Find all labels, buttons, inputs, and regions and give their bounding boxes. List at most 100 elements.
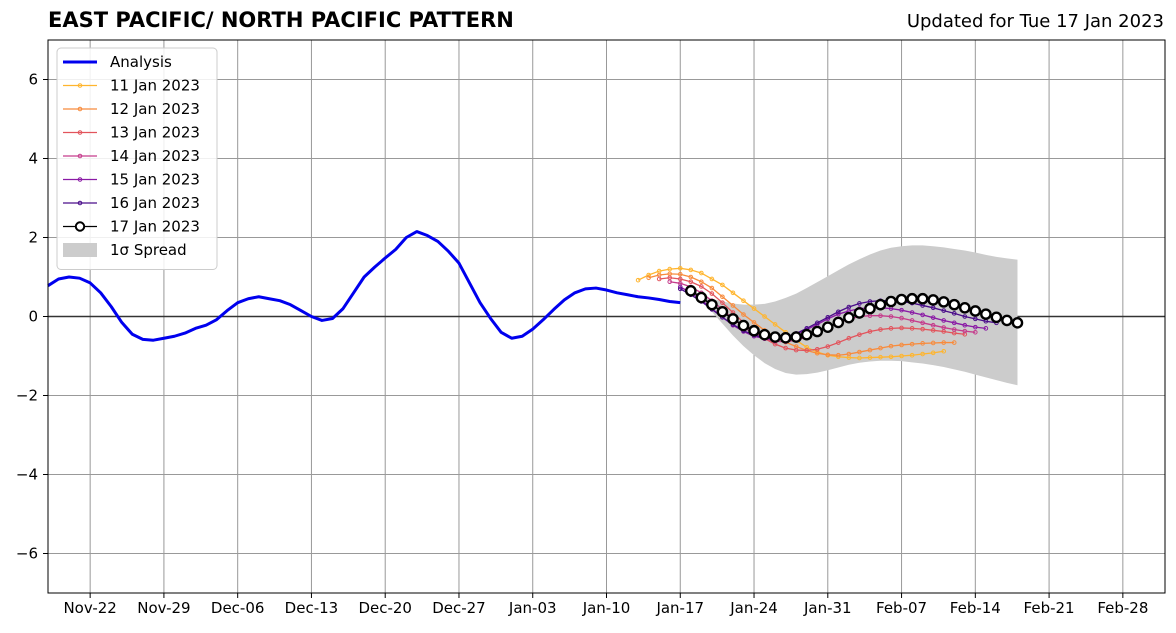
forecast-point bbox=[983, 326, 989, 331]
forecast-point bbox=[930, 340, 936, 346]
x-tick-label: Dec-06 bbox=[211, 599, 265, 617]
legend-label: 16 Jan 2023 bbox=[110, 194, 200, 212]
forecast-point bbox=[941, 318, 947, 323]
legend-label: 17 Jan 2023 bbox=[110, 218, 200, 236]
legend-marker bbox=[77, 130, 83, 135]
legend-marker bbox=[77, 200, 83, 206]
forecast-point bbox=[727, 313, 739, 325]
forecast-point bbox=[836, 309, 841, 315]
legend-label: 1σ Spread bbox=[110, 241, 187, 259]
forecast-point bbox=[783, 345, 788, 351]
forecast-point bbox=[969, 305, 982, 317]
legend-label: 11 Jan 2023 bbox=[110, 77, 200, 95]
forecast-point bbox=[857, 301, 862, 306]
forecast-point bbox=[962, 314, 968, 319]
legend: Analysis 11 Jan 2023 12 Jan 2023 13 Jan 202… bbox=[56, 47, 218, 270]
x-tick-label: Dec-20 bbox=[358, 599, 412, 617]
forecast-point bbox=[737, 319, 750, 332]
forecast-point bbox=[800, 328, 813, 341]
forecast-point bbox=[941, 308, 947, 313]
axis-layer: Nov-22 Nov-29 Dec-06 Dec-13 Dec-20 Dec-27 Jan-… bbox=[16, 71, 1149, 618]
forecast-point bbox=[909, 341, 915, 347]
forecast-point bbox=[937, 296, 950, 308]
legend-marker bbox=[77, 83, 83, 88]
forecast-point bbox=[751, 320, 757, 325]
forecast-point bbox=[667, 266, 673, 272]
forecast-point bbox=[699, 279, 704, 285]
forecast-point bbox=[962, 322, 968, 328]
x-tick-label: Dec-13 bbox=[285, 599, 339, 617]
forecast-point bbox=[832, 316, 845, 329]
forecast-point bbox=[741, 312, 746, 317]
forecast-point bbox=[677, 271, 683, 277]
forecast-point bbox=[825, 314, 831, 320]
forecast-point bbox=[677, 286, 683, 292]
forecast-point bbox=[688, 274, 694, 280]
x-tick-label: Jan-24 bbox=[729, 599, 778, 617]
forecast-point bbox=[720, 300, 725, 305]
forecast-point bbox=[899, 307, 904, 313]
forecast-point bbox=[899, 315, 904, 321]
forecast-point bbox=[769, 331, 781, 343]
forecast-point bbox=[973, 324, 978, 330]
forecast-point bbox=[951, 311, 957, 316]
forecast-point bbox=[857, 332, 862, 337]
forecast-point bbox=[685, 285, 697, 297]
legend-label: 12 Jan 2023 bbox=[110, 100, 200, 118]
x-tick-label: Nov-22 bbox=[63, 599, 116, 617]
legend-marker bbox=[77, 153, 83, 159]
x-tick-label: Jan-10 bbox=[582, 599, 631, 617]
legend-label: 14 Jan 2023 bbox=[110, 147, 200, 165]
forecast-point bbox=[888, 326, 894, 331]
forecast-point bbox=[867, 329, 873, 334]
forecast-point bbox=[1001, 314, 1013, 327]
forecast-point bbox=[656, 276, 662, 282]
forecast-point bbox=[888, 343, 894, 349]
forecast-point bbox=[790, 331, 802, 343]
y-tick-label: −6 bbox=[16, 545, 38, 563]
forecast-point bbox=[811, 325, 824, 338]
x-tick-label: Feb-07 bbox=[876, 599, 927, 617]
forecast-point bbox=[885, 295, 897, 308]
forecast-point bbox=[695, 291, 708, 304]
forecast-point bbox=[825, 344, 831, 349]
legend-marker bbox=[77, 177, 83, 182]
forecast-point bbox=[709, 276, 715, 282]
forecast-point bbox=[867, 347, 873, 353]
forecast-point bbox=[930, 322, 936, 328]
forecast-point bbox=[646, 272, 651, 278]
forecast-point bbox=[948, 298, 961, 311]
forecast-point bbox=[843, 311, 855, 324]
forecast-point bbox=[804, 348, 810, 353]
forecast-point bbox=[899, 353, 904, 359]
forecast-point bbox=[720, 294, 725, 300]
forecast-point bbox=[878, 313, 883, 319]
x-tick-label: Jan-17 bbox=[655, 599, 704, 617]
plot-frame bbox=[47, 39, 1166, 594]
forecast-point bbox=[706, 298, 718, 311]
forecast-point bbox=[836, 340, 841, 345]
forecast-point bbox=[930, 305, 936, 311]
forecast-point bbox=[667, 279, 673, 285]
forecast-point bbox=[814, 346, 820, 352]
legend-label: 15 Jan 2023 bbox=[110, 171, 200, 189]
updated-date: Updated for Tue 17 Jan 2023 bbox=[906, 11, 1164, 32]
forecast-point bbox=[990, 311, 1003, 324]
grid-layer bbox=[48, 40, 1165, 593]
forecast-point bbox=[888, 314, 894, 319]
legend-label: Analysis bbox=[110, 53, 172, 71]
forecast-point bbox=[821, 321, 834, 333]
y-tick-label: 4 bbox=[28, 150, 38, 168]
forecast-point bbox=[878, 354, 883, 360]
forecast-point bbox=[909, 326, 915, 331]
forecast-point bbox=[899, 342, 904, 348]
forecast-point bbox=[846, 304, 852, 310]
forecast-point bbox=[895, 293, 908, 306]
forecast-point bbox=[751, 306, 757, 311]
analysis-line bbox=[47, 230, 681, 342]
forecast-point bbox=[699, 270, 704, 276]
forecast-point bbox=[930, 315, 936, 320]
forecast-point bbox=[646, 275, 651, 281]
forecast-point bbox=[864, 302, 876, 315]
